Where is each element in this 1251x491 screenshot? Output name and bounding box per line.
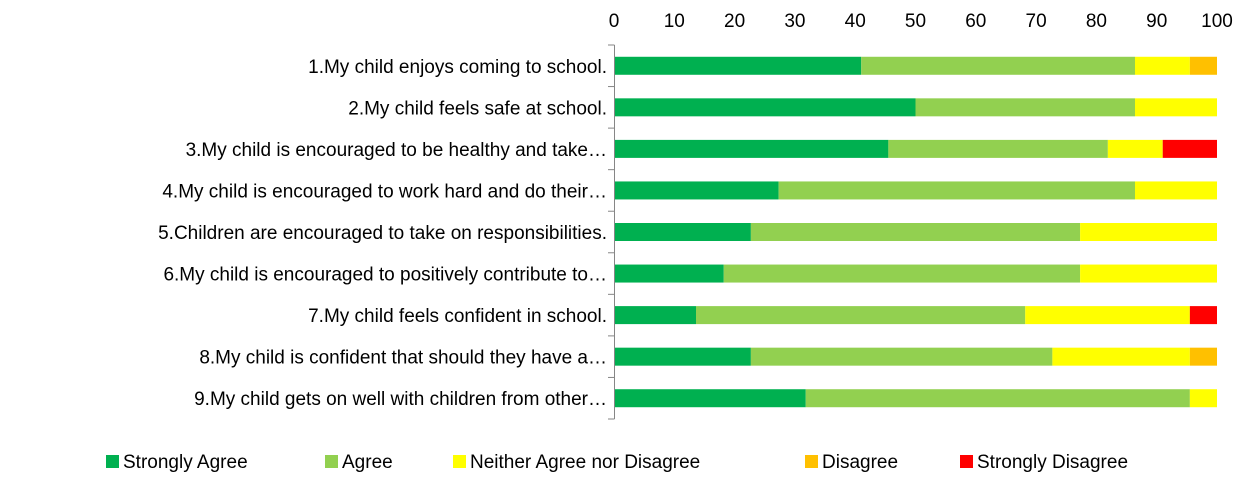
- x-tick-label: 80: [1086, 11, 1107, 32]
- legend-label: Strongly Agree: [123, 452, 248, 473]
- category-axis: 1.My child enjoys coming to school. 2.My …: [158, 44, 615, 420]
- x-tick-label: 10: [664, 11, 685, 32]
- legend-label: Disagree: [822, 452, 898, 473]
- bar-segment: [1134, 56, 1190, 75]
- bar-segment: [1189, 56, 1217, 75]
- category-label: 2.My child feels safe at school.: [348, 98, 607, 119]
- bar-segment: [1162, 139, 1217, 158]
- legend-swatch: [106, 455, 119, 468]
- bar-segment: [614, 98, 916, 117]
- bar-segment: [1134, 181, 1217, 200]
- category-label: 4.My child is encouraged to work hard an…: [162, 181, 607, 202]
- category-label: 6.My child is encouraged to positively c…: [163, 265, 607, 286]
- bar-segment: [750, 223, 1081, 241]
- x-tick-label: 30: [784, 11, 805, 32]
- legend-label: Neither Agree nor Disagree: [470, 452, 700, 473]
- bar-segment: [915, 98, 1135, 117]
- legend-swatch: [325, 455, 338, 468]
- legend-label: Strongly Disagree: [977, 452, 1128, 473]
- bar-segment: [1025, 306, 1190, 325]
- legend: Strongly Agree Agree Neither Agree nor Dis…: [106, 452, 1128, 473]
- bar-segment: [750, 347, 1053, 366]
- x-tick-label: 90: [1146, 11, 1167, 32]
- bar-segment: [1107, 139, 1163, 158]
- x-tick-label: 70: [1026, 11, 1047, 32]
- bar-segment: [723, 264, 1081, 283]
- legend-label: Agree: [342, 452, 393, 473]
- bar-segment: [1052, 347, 1190, 366]
- x-tick-label: 20: [724, 11, 745, 32]
- bar-segment: [614, 389, 806, 408]
- bar-segment: [1080, 223, 1217, 241]
- bar-segment: [1189, 306, 1217, 325]
- x-tick-label: 100: [1201, 11, 1233, 32]
- category-label: 9.My child gets on well with children fr…: [194, 389, 607, 410]
- category-label: 7.My child feels confident in school.: [308, 306, 607, 327]
- bar-segment: [614, 223, 751, 241]
- bar-segment: [614, 264, 724, 283]
- category-label: 1.My child enjoys coming to school.: [308, 57, 607, 78]
- bar-segment: [805, 389, 1190, 408]
- bar-segment: [614, 56, 862, 75]
- x-tick-label: 0: [609, 11, 620, 32]
- bar-segment: [696, 306, 1026, 325]
- legend-swatch: [805, 455, 818, 468]
- bar-segment: [1189, 347, 1217, 366]
- bar-segment: [614, 139, 889, 158]
- bar-segment: [861, 56, 1135, 75]
- bar-segment: [614, 347, 751, 366]
- bar-segment: [614, 306, 697, 325]
- bars-layer: [614, 56, 1217, 408]
- category-label: 8.My child is confident that should they…: [199, 348, 607, 369]
- value-axis: 0 10 20 30 40 50 60 70 80 90 100: [609, 11, 1233, 32]
- legend-swatch: [453, 455, 466, 468]
- bar-segment: [888, 139, 1108, 158]
- bar-segment: [614, 181, 779, 200]
- x-tick-label: 40: [845, 11, 866, 32]
- x-tick-label: 50: [905, 11, 926, 32]
- bar-segment: [778, 181, 1135, 200]
- x-tick-label: 60: [965, 11, 986, 32]
- legend-swatch: [960, 455, 973, 468]
- category-label: 3.My child is encouraged to be healthy a…: [186, 140, 607, 161]
- bar-segment: [1080, 264, 1217, 283]
- bar-segment: [1134, 98, 1217, 117]
- bar-segment: [1189, 389, 1217, 408]
- category-label: 5.Children are encouraged to take on res…: [158, 223, 607, 244]
